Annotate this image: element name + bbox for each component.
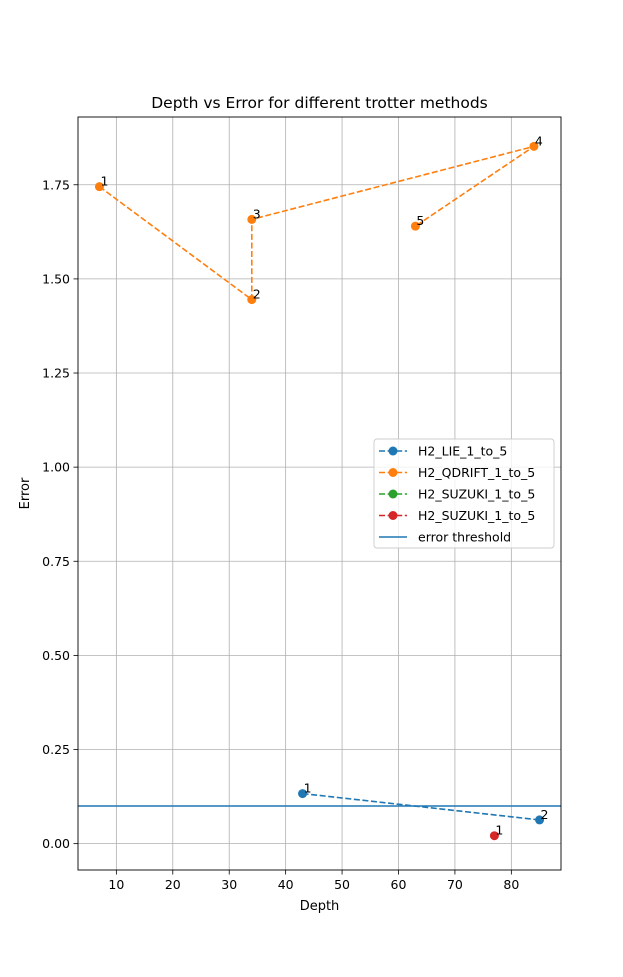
point-label: 3: [253, 206, 261, 221]
point-label: 4: [535, 133, 543, 148]
legend-marker: [388, 468, 398, 477]
y-tick-label: 0.25: [42, 742, 70, 757]
data-point: [298, 789, 308, 799]
x-tick-label: 30: [221, 877, 237, 892]
series-line: [302, 792, 540, 821]
point-label: 1: [304, 781, 312, 796]
legend: H2_LIE_1_to_5 H2_QDRIFT_1_to_5 H2_SUZUKI_1…: [373, 438, 555, 549]
y-tick-label: 1.50: [42, 271, 70, 286]
x-tick-label: 50: [334, 877, 350, 892]
legend-label: H2_SUZUKI_1_to_5: [418, 487, 535, 502]
legend-label: H2_SUZUKI_1_to_5: [418, 508, 535, 523]
point-label: 1: [495, 823, 503, 838]
data-point: [94, 182, 104, 192]
point-label: 2: [253, 287, 261, 302]
y-tick-label: 1.00: [42, 460, 70, 475]
data-point: [247, 214, 257, 224]
data-point: [535, 815, 545, 825]
y-tick-label: 0.75: [42, 554, 70, 569]
legend-marker: [388, 446, 398, 456]
data-point: [247, 295, 257, 305]
y-tick-label: 0.00: [42, 836, 70, 851]
legend-marker: [388, 511, 398, 520]
legend-label: error threshold: [418, 530, 511, 545]
y-ticks: 0.00 0.25 0.50 0.75 1.00 1.25 1.50 1.75: [42, 177, 78, 851]
series-line: [98, 145, 535, 302]
x-tick-label: 40: [278, 877, 294, 892]
data-point: [410, 221, 420, 231]
legend-label: H2_LIE_1_to_5: [418, 444, 507, 459]
plot-frame: [77, 116, 562, 871]
x-tick-label: 70: [447, 877, 463, 892]
x-tick-label: 10: [108, 877, 124, 892]
data-point: [489, 831, 499, 841]
x-tick-label: 60: [391, 877, 407, 892]
point-labels: 1 2 1 2 3 4 5 1: [100, 133, 548, 837]
point-label: 1: [100, 174, 108, 189]
y-tick-label: 0.50: [42, 648, 70, 663]
chart-title: Depth vs Error for different trotter met…: [151, 94, 488, 112]
legend-marker: [388, 489, 398, 499]
point-label: 5: [416, 213, 424, 228]
series-layer: [78, 141, 561, 841]
y-tick-label: 1.75: [42, 177, 70, 192]
x-tick-label: 80: [503, 877, 519, 892]
x-ticks: 10 20 30 40 50 60 70 80: [108, 870, 519, 892]
data-point: [529, 141, 539, 151]
x-tick-label: 20: [165, 877, 181, 892]
x-axis-label: Depth: [300, 899, 340, 914]
point-label: 2: [541, 807, 549, 822]
y-axis-label: Error: [18, 477, 33, 509]
legend-label: H2_QDRIFT_1_to_5: [418, 465, 535, 480]
y-tick-label: 1.25: [42, 366, 70, 381]
legend-box: [373, 438, 555, 549]
